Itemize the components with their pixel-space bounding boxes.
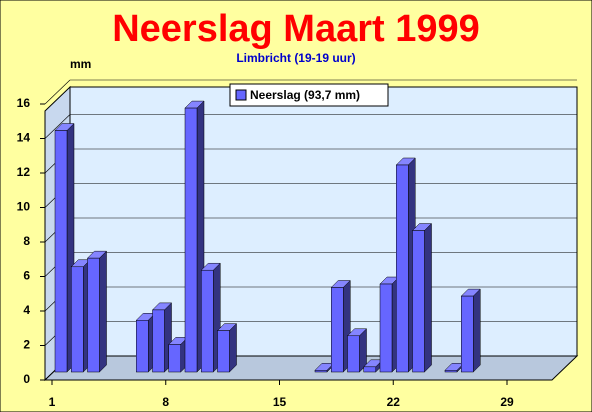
bar-side — [424, 222, 432, 373]
bar-side — [99, 250, 107, 373]
bar — [395, 157, 416, 373]
bar-front — [379, 283, 393, 373]
bar-front — [54, 130, 68, 373]
x-tick-label: 8 — [162, 395, 169, 409]
y-tick-label: 16 — [17, 96, 31, 110]
bar-side — [229, 322, 237, 373]
y-tick-label: 2 — [23, 338, 30, 352]
y-tick-label: 8 — [23, 234, 30, 248]
legend-label: Neerslag (93,7 mm) — [250, 88, 360, 102]
bar-front — [184, 107, 198, 373]
bar-front — [331, 287, 344, 373]
x-tick-label: 29 — [500, 395, 514, 409]
bar-front — [347, 335, 360, 373]
bar-front — [201, 269, 214, 373]
grid-line — [44, 114, 71, 139]
bar — [54, 122, 75, 373]
bar — [460, 288, 481, 373]
bar-side — [473, 288, 481, 373]
y-tick-label: 14 — [17, 131, 31, 145]
floor — [43, 355, 579, 381]
bar — [411, 222, 433, 373]
x-tick-label: 22 — [387, 395, 401, 409]
y-axis-label: mm — [70, 57, 91, 71]
bar-front — [136, 320, 149, 373]
y-tick-label: 4 — [23, 303, 30, 317]
bar-front — [217, 330, 230, 373]
bar-front — [152, 309, 165, 373]
y-tick-label: 10 — [17, 200, 31, 214]
bar-front — [461, 295, 474, 373]
bar-front — [363, 366, 376, 373]
bar-front — [71, 266, 84, 373]
legend: Neerslag (93,7 mm) — [229, 83, 389, 107]
bar — [216, 322, 238, 373]
y-tick-label: 6 — [23, 269, 30, 283]
bar — [200, 262, 221, 373]
bar — [86, 250, 108, 373]
x-tick-label: 1 — [49, 395, 56, 409]
grid-line — [44, 79, 71, 105]
chart-title: Neerslag Maart 1999 — [112, 8, 480, 50]
bar-front — [314, 370, 328, 373]
y-tick-label: 0 — [23, 372, 30, 386]
plot-frame — [43, 85, 579, 382]
legend-swatch — [235, 89, 247, 101]
bar-front — [87, 257, 100, 373]
x-tick-label: 15 — [273, 395, 287, 409]
chart-subtitle: Limbricht (19-19 uur) — [236, 51, 355, 65]
bar-front — [412, 230, 425, 373]
y-tick-label: 12 — [17, 165, 31, 179]
bar — [346, 328, 368, 373]
bar-front — [168, 344, 181, 373]
bar — [184, 100, 205, 373]
bar-front — [396, 164, 409, 373]
legend-box — [229, 83, 389, 107]
bar-front — [444, 370, 458, 373]
